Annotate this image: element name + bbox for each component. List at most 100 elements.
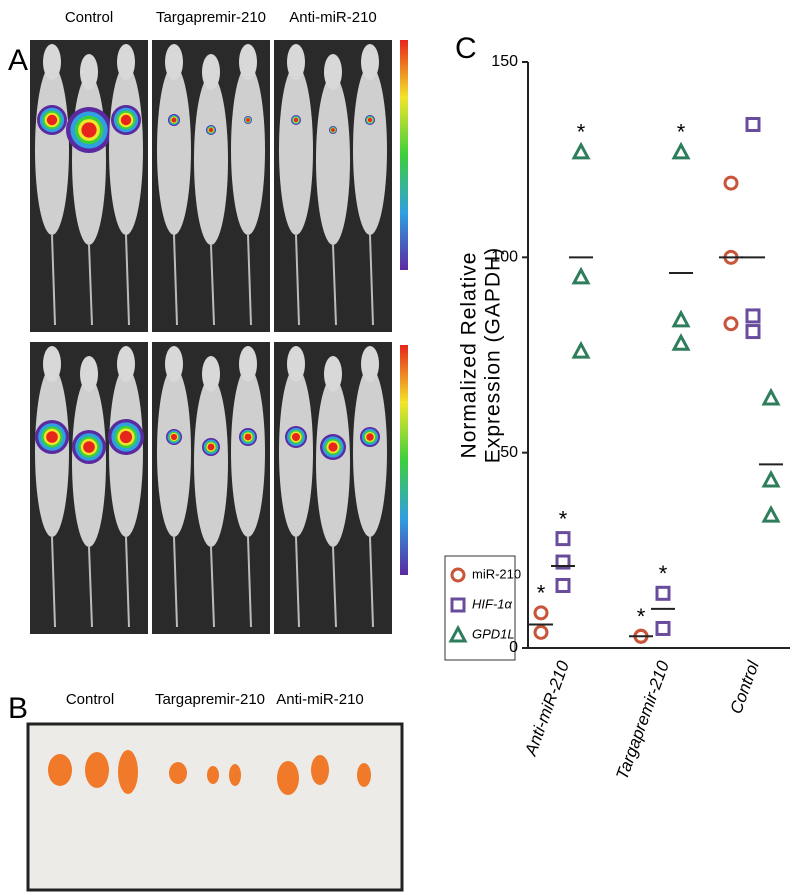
point — [671, 309, 691, 328]
signal — [367, 117, 373, 123]
signal — [81, 122, 97, 138]
signal — [328, 442, 338, 452]
mouse-tail — [369, 536, 374, 628]
mouse-tail — [332, 244, 337, 326]
point — [671, 333, 691, 351]
mouse-head — [239, 346, 257, 382]
mouse-head — [43, 44, 61, 80]
signal — [83, 441, 95, 453]
mouse — [157, 367, 191, 537]
legend-box — [444, 555, 516, 661]
column-label: Control — [66, 691, 114, 708]
point — [745, 308, 761, 324]
tumor — [48, 754, 72, 786]
column-label: Targapremir-210 — [155, 691, 265, 708]
point — [533, 605, 549, 621]
tumor — [207, 766, 219, 784]
significance: * — [637, 604, 646, 629]
mouse-tail — [88, 244, 93, 326]
point — [571, 141, 591, 160]
point — [555, 554, 571, 570]
panel-label: A — [8, 44, 28, 77]
significance: * — [559, 506, 568, 531]
y-tick-label: 150 — [491, 53, 518, 70]
point — [745, 324, 761, 340]
signal — [208, 127, 214, 133]
signal — [246, 118, 250, 122]
point — [655, 585, 671, 601]
point — [745, 117, 761, 133]
panel-label: C — [455, 32, 477, 65]
legend-label: GPD1L — [472, 626, 515, 641]
tumor — [277, 761, 299, 795]
mouse-head — [287, 44, 305, 80]
mouse-head — [324, 54, 342, 90]
signal — [46, 114, 58, 126]
mouse-tail — [210, 244, 215, 326]
signal — [331, 128, 335, 132]
mouse — [194, 75, 228, 245]
significance: * — [659, 561, 668, 586]
mouse-tail — [295, 234, 300, 326]
mouse-tail — [51, 536, 56, 628]
mouse-head — [80, 356, 98, 392]
legend-marker — [448, 624, 468, 643]
signal — [120, 114, 132, 126]
mouse-head — [324, 356, 342, 392]
x-tick-label: Anti-miR-210 — [521, 658, 573, 759]
y-tick-label: 50 — [500, 444, 518, 461]
signal — [119, 430, 133, 444]
mouse-tail — [247, 536, 252, 628]
legend-label: HIF-1α — [472, 596, 513, 611]
x-tick-label: Targapremir-210 — [612, 658, 673, 782]
mouse-tail — [210, 546, 215, 628]
signal — [207, 443, 215, 451]
point — [555, 531, 571, 547]
tumor — [311, 755, 329, 785]
mouse-tail — [125, 234, 130, 326]
point — [723, 175, 739, 191]
point — [761, 505, 781, 523]
mouse-head — [165, 346, 183, 382]
point — [671, 141, 691, 160]
significance: * — [577, 120, 586, 145]
mouse — [35, 65, 69, 235]
mouse — [279, 367, 313, 537]
mouse — [316, 377, 350, 547]
signal — [170, 433, 178, 441]
y-tick-label: 0 — [509, 639, 518, 656]
mouse-tail — [125, 536, 130, 628]
mouse — [194, 377, 228, 547]
mouse — [157, 65, 191, 235]
panel-label: B — [8, 692, 28, 725]
significance: * — [537, 581, 546, 606]
mouse-tail — [332, 546, 337, 628]
mouse-head — [117, 44, 135, 80]
mouse-tail — [88, 546, 93, 628]
tumor — [169, 762, 187, 784]
mouse-tail — [51, 234, 56, 326]
mouse-head — [361, 346, 379, 382]
column-label: Control — [65, 9, 113, 26]
point — [555, 577, 571, 593]
mouse-head — [202, 356, 220, 392]
point — [571, 340, 591, 359]
point — [723, 316, 739, 332]
mouse — [231, 367, 265, 537]
legend-marker — [450, 567, 466, 583]
tumor-photo — [26, 722, 404, 892]
mouse — [353, 367, 387, 537]
column-label: Anti-miR-210 — [276, 691, 364, 708]
mouse-tail — [369, 234, 374, 326]
colorbar — [400, 345, 408, 575]
mouse — [353, 65, 387, 235]
mouse-tail — [247, 234, 252, 326]
legend-label: miR-210 — [472, 566, 521, 581]
legend-marker — [450, 597, 466, 613]
column-label: Targapremir-210 — [156, 9, 266, 26]
tumor — [229, 764, 241, 786]
mouse — [231, 65, 265, 235]
signal — [171, 117, 177, 123]
point — [533, 624, 549, 640]
